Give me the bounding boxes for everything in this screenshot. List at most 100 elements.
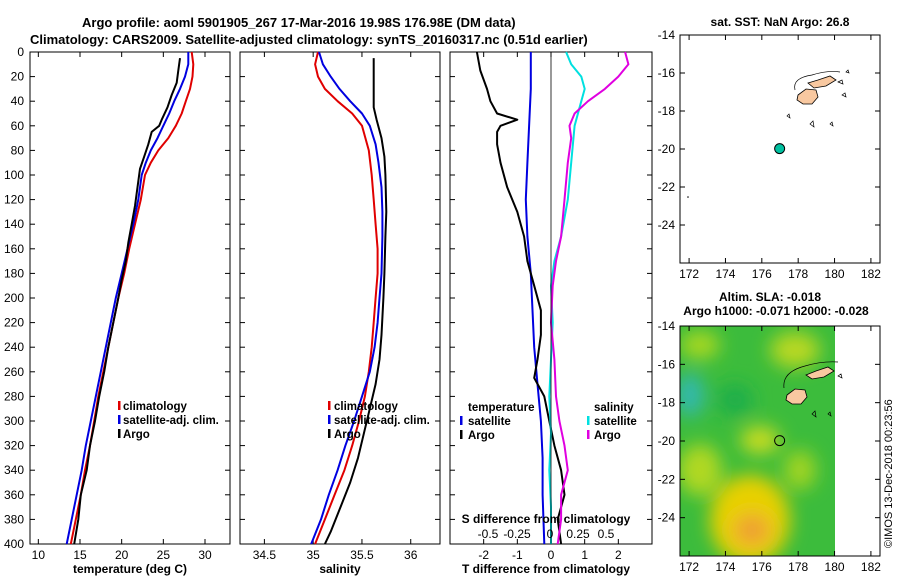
sla-map-title-1: Altim. SLA: -0.018 — [719, 290, 821, 304]
s-diff-tick-label: 0.25 — [566, 527, 590, 541]
argo-position-marker — [774, 435, 786, 447]
x-tick-label: 20 — [115, 548, 129, 562]
sla-mid-patch — [740, 426, 780, 454]
lon-tick-label: 180 — [825, 267, 845, 281]
legend-s-argo: Argo — [594, 430, 621, 442]
difference-legend: temperature salinity satellite Argo sate… — [460, 402, 637, 442]
legend-argo: Argo — [123, 429, 150, 441]
legend-s-satellite-swatch — [587, 416, 590, 425]
small-island-dot — [687, 196, 689, 198]
lon-tick-label: 174 — [715, 267, 735, 281]
series-t-satellite — [524, 52, 546, 545]
x-tick-label: 1 — [581, 548, 588, 562]
lat-tick-label: -16 — [658, 357, 676, 371]
series-argo — [73, 57, 181, 545]
lat-tick-label: -20 — [658, 142, 676, 156]
depth-label: 20 — [11, 70, 25, 84]
depth-label: 120 — [4, 193, 24, 207]
x-tick-label: 34.5 — [253, 548, 277, 562]
salinity-panel — [239, 51, 441, 545]
land-vanua-levu — [807, 75, 837, 89]
legend-t-satellite-swatch — [460, 416, 463, 425]
sla-nw-patch — [680, 331, 720, 359]
legend-satellite-adj: satellite-adj. clim. — [123, 415, 219, 427]
temperature-chart: 10 15 20 25 30 — [30, 51, 230, 562]
legend-t-argo-swatch — [460, 430, 463, 439]
lat-tick-label: -18 — [658, 104, 676, 118]
series-argo — [323, 58, 388, 545]
legend-s-argo-swatch — [587, 430, 590, 439]
legend-argo-swatch — [328, 429, 331, 438]
series-climatology — [314, 51, 379, 545]
depth-label: 340 — [4, 463, 24, 477]
depth-label: 60 — [11, 119, 25, 133]
x-tick-label: 15 — [73, 548, 87, 562]
lat-tick-label: -22 — [658, 180, 676, 194]
small-islands — [786, 69, 850, 128]
x-tick-label: 35.5 — [350, 548, 374, 562]
reef-outline — [783, 361, 839, 389]
lon-tick-label: 182 — [861, 267, 881, 281]
legend-temperature-title: temperature — [468, 402, 534, 414]
sla-low-west — [680, 373, 704, 417]
lon-tick-label: 176 — [752, 267, 772, 281]
sla-peak-south — [734, 514, 770, 546]
legend-s-satellite: satellite — [594, 416, 637, 428]
x-tick-label: 10 — [32, 548, 46, 562]
x-tick-label: 36 — [404, 548, 418, 562]
small-islands — [811, 373, 843, 418]
depth-label: 40 — [11, 94, 25, 108]
sst-map-title: sat. SST: NaN Argo: 26.8 — [711, 15, 850, 29]
sla-map-land — [783, 361, 843, 418]
depth-label: 260 — [4, 365, 24, 379]
sla-heatmap — [680, 326, 835, 556]
lon-tick-label: 174 — [715, 560, 735, 574]
sla-north-patch — [770, 332, 820, 368]
lon-tick-label: 172 — [679, 267, 699, 281]
lat-tick-label: -18 — [658, 396, 676, 410]
series-s-argo — [550, 51, 630, 545]
sst-map-land — [687, 69, 850, 198]
land-viti-levu — [785, 388, 808, 405]
legend-salinity-title: salinity — [594, 402, 634, 414]
x-tick-label: 2 — [615, 548, 622, 562]
lat-tick-label: -20 — [658, 434, 676, 448]
argo-position-marker — [774, 143, 786, 155]
lat-tick-label: -14 — [658, 28, 676, 42]
series-satellite-adj-clim- — [310, 51, 384, 545]
s-diff-tick-label: -0.5 — [478, 527, 499, 541]
lat-tick-label: -24 — [658, 218, 676, 232]
lon-tick-label: 178 — [788, 267, 808, 281]
series-climatology — [69, 51, 195, 545]
depth-label: 400 — [4, 537, 24, 551]
lon-tick-label: 182 — [861, 560, 881, 574]
legend-climatology: climatology — [123, 401, 188, 413]
legend-satellite-swatch — [328, 415, 331, 424]
depth-label: 360 — [4, 488, 24, 502]
sla-map-axes: 172 174 176 178 180 182 -14 -16 -18 -20 -22 -24 — [658, 319, 882, 574]
sla-dark-green — [717, 384, 753, 416]
depth-label: 0 — [17, 45, 24, 59]
depth-label: 100 — [4, 168, 24, 182]
sla-map-title-2: Argo h1000: -0.071 h2000: -0.028 — [683, 304, 869, 318]
temperature-panel — [29, 51, 231, 545]
x-tick-label: 0 — [548, 548, 555, 562]
lat-tick-label: -24 — [658, 511, 676, 525]
legend-climatology-swatch — [328, 401, 331, 410]
t-difference-xlabel: T difference from climatology — [462, 562, 630, 576]
depth-label: 280 — [4, 389, 24, 403]
legend-t-argo: Argo — [468, 430, 495, 442]
series-t-argo — [475, 51, 566, 545]
depth-label: 240 — [4, 340, 24, 354]
lat-tick-label: -14 — [658, 319, 676, 333]
title-line-1: Argo profile: aoml 5901905_267 17-Mar-20… — [82, 15, 516, 30]
s-diff-tick-label: 0.5 — [598, 527, 615, 541]
x-tick-label: -2 — [478, 548, 489, 562]
s-diff-tick-label: 0 — [547, 527, 554, 541]
depth-label: 140 — [4, 217, 24, 231]
x-tick-label: -1 — [512, 548, 523, 562]
salinity-chart: 34.5 35 35.5 36 — [240, 51, 440, 562]
legend-satellite-swatch — [118, 415, 121, 424]
